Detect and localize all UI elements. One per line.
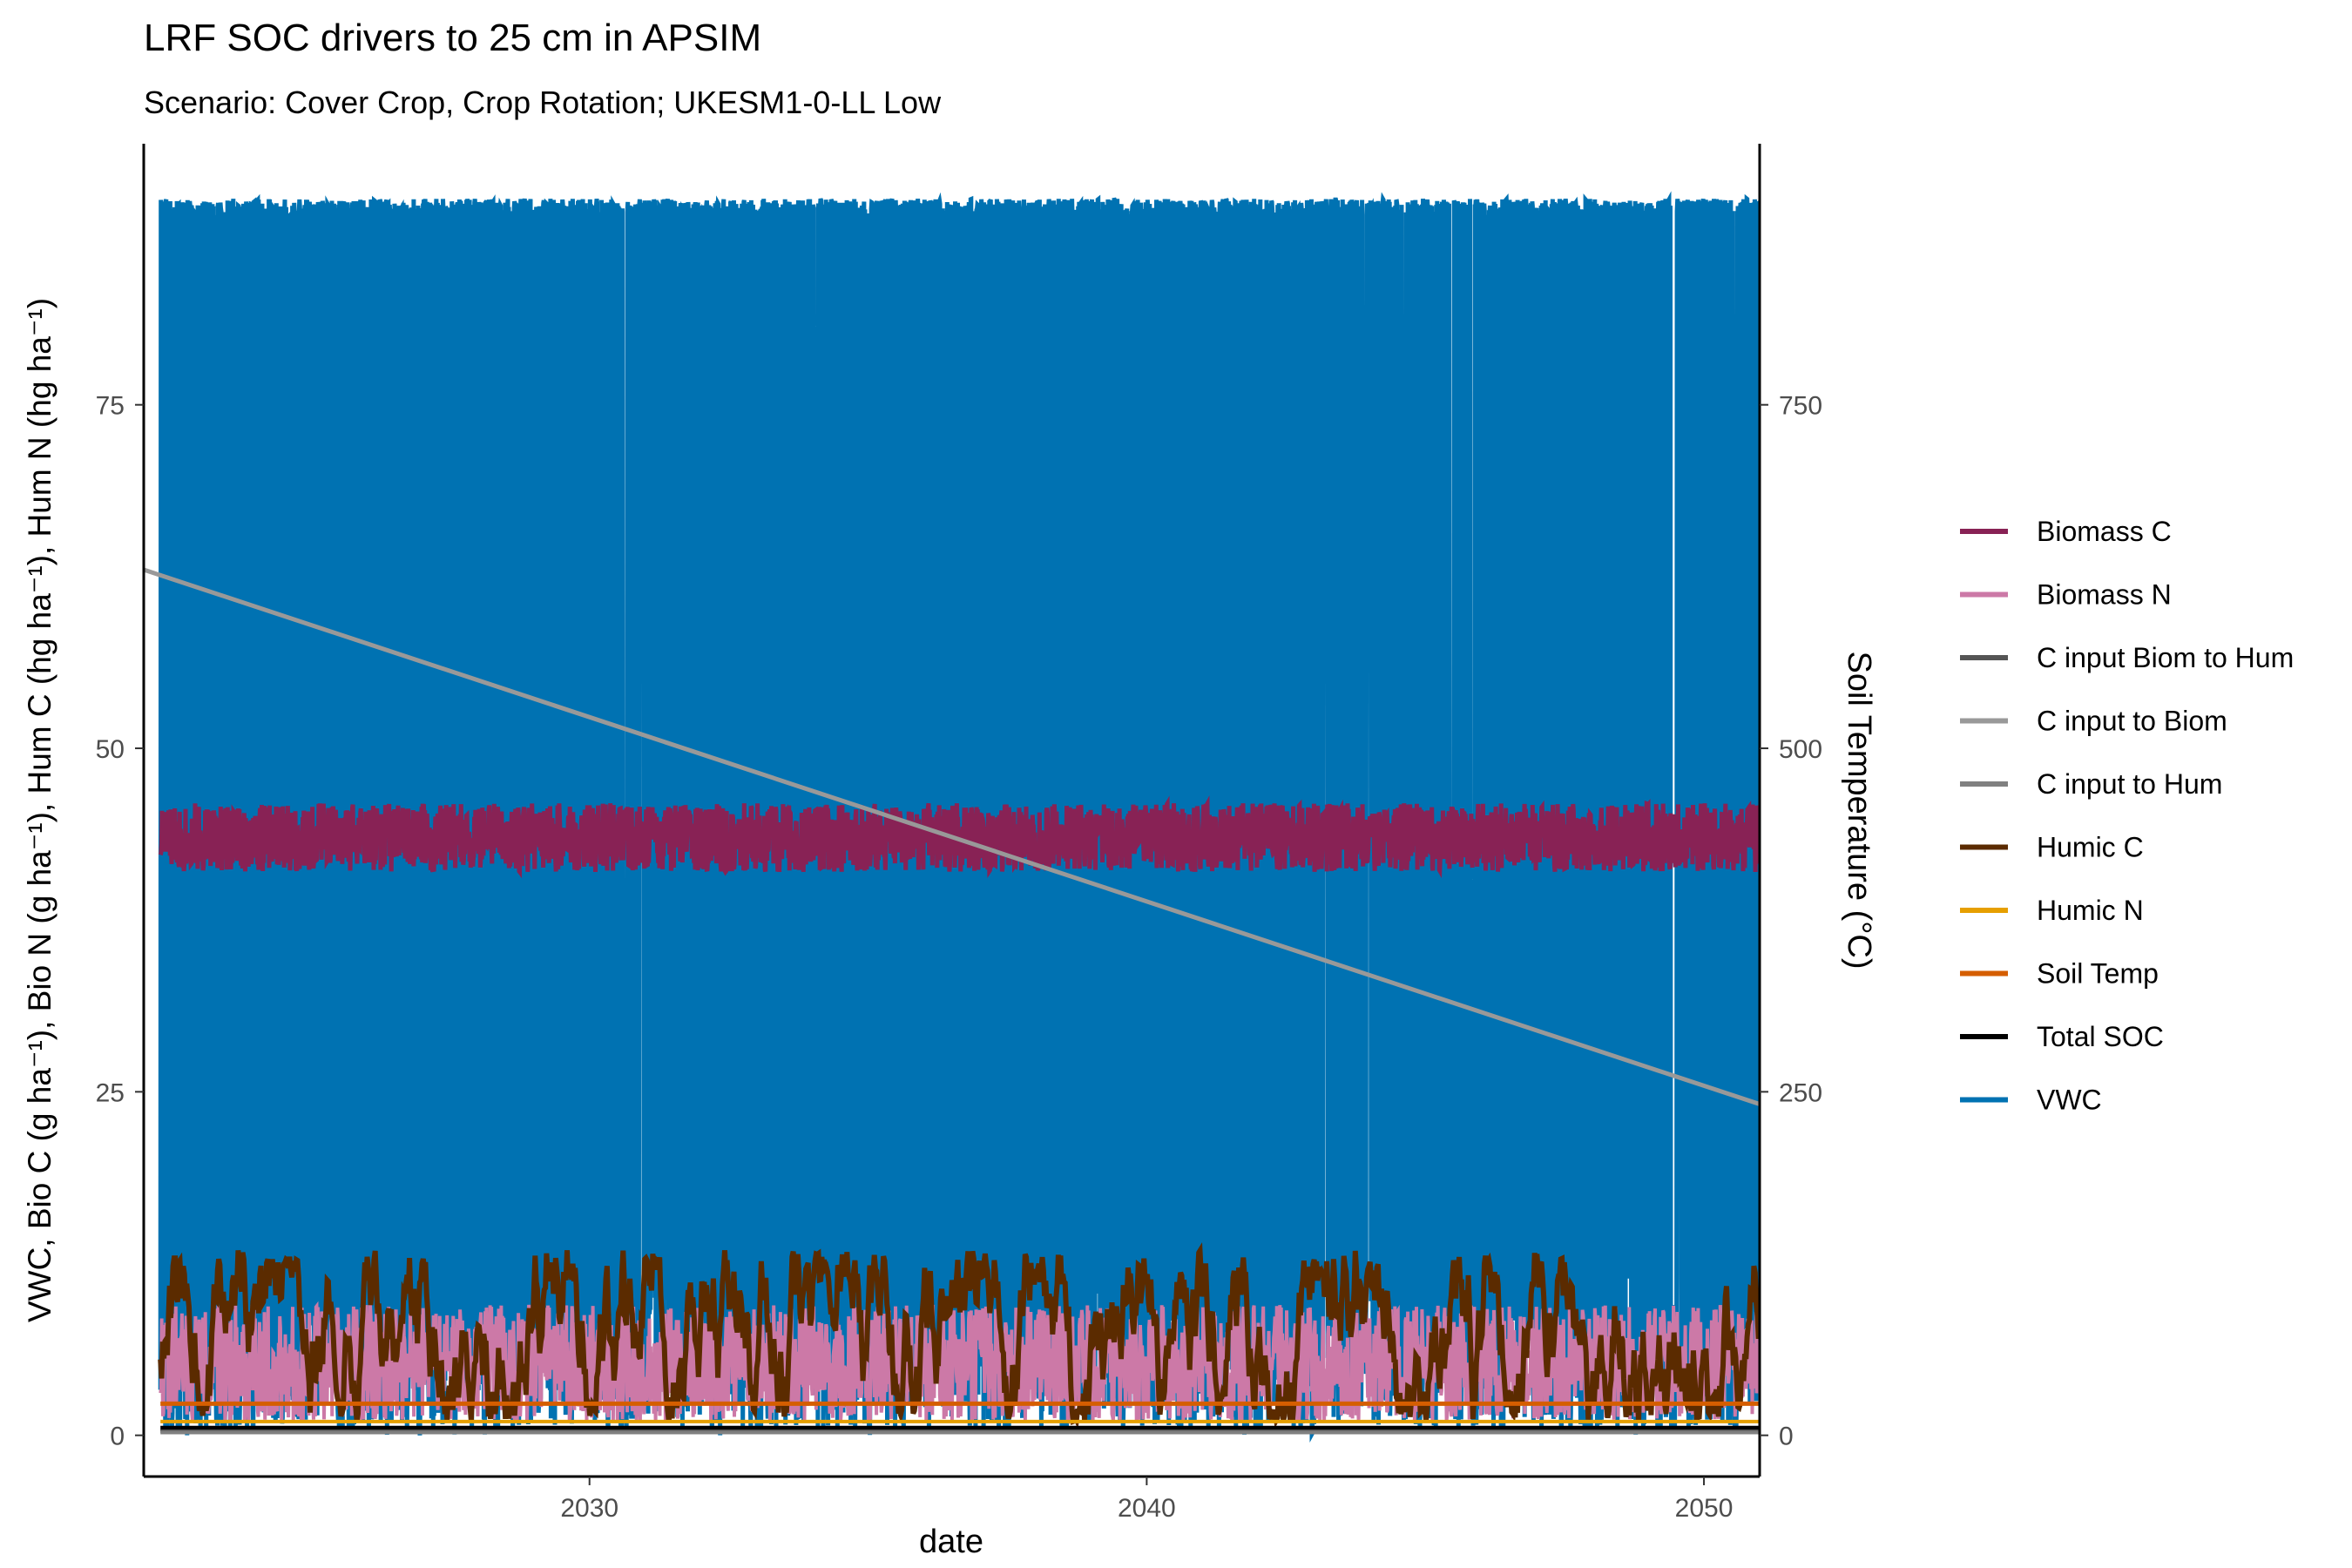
y-axis-left-title: VWC, Bio C (g ha⁻¹), Bio N (g ha⁻¹), Hum… xyxy=(22,298,57,1322)
y-right-tick-label: 500 xyxy=(1779,735,1822,764)
chart-subtitle: Scenario: Cover Crop, Crop Rotation; UKE… xyxy=(144,84,942,120)
legend-label-humic-n: Humic N xyxy=(2037,895,2144,926)
legend-label-biomass-n: Biomass N xyxy=(2037,579,2172,611)
legend: Biomass C Biomass N C input Biom to Hum C i… xyxy=(1960,516,2294,1116)
y-axis-right-title: Soil Temperature (°C) xyxy=(1841,651,1877,969)
series-line-biomass-c xyxy=(158,795,1760,879)
x-axis-title: date xyxy=(919,1524,983,1560)
y-left-tick-label: 75 xyxy=(96,392,125,421)
y-left-tick-label: 25 xyxy=(96,1078,125,1107)
x-tick-label: 2040 xyxy=(1118,1494,1176,1523)
series-line-c-input-to-biom xyxy=(144,567,1760,1106)
legend-label-c-input-to-hum: C input to Hum xyxy=(2037,768,2222,800)
x-tick-label: 2050 xyxy=(1675,1494,1734,1523)
legend-label-vwc: VWC xyxy=(2037,1085,2102,1116)
legend-label-c-input-to-biom: C input to Biom xyxy=(2037,706,2227,737)
y-right-tick-label: 250 xyxy=(1779,1078,1822,1107)
y-right-tick-label: 0 xyxy=(1779,1423,1794,1451)
legend-label-total-soc: Total SOC xyxy=(2037,1021,2164,1052)
legend-label-humic-c: Humic C xyxy=(2037,832,2144,863)
y-left-tick-label: 0 xyxy=(110,1423,125,1451)
y-left-tick-label: 50 xyxy=(96,735,125,764)
chart-title: LRF SOC drivers to 25 cm in APSIM xyxy=(144,17,761,59)
legend-label-biomass-c: Biomass C xyxy=(2037,516,2172,547)
y-right-tick-label: 750 xyxy=(1779,392,1822,421)
x-tick-label: 2030 xyxy=(560,1494,618,1523)
series-line-humic-c xyxy=(158,1242,1760,1429)
plot-series-group xyxy=(144,191,1760,1443)
legend-label-soil-temp: Soil Temp xyxy=(2037,958,2159,990)
legend-label-c-input-biom-to-hum: C input Biom to Hum xyxy=(2037,642,2294,673)
